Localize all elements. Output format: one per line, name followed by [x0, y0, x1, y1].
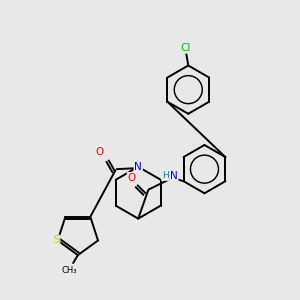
- Text: H: H: [162, 171, 168, 180]
- Text: O: O: [96, 147, 104, 157]
- Text: S: S: [53, 236, 59, 245]
- Text: Cl: Cl: [181, 43, 191, 53]
- Text: CH₃: CH₃: [62, 266, 77, 275]
- Text: O: O: [128, 173, 136, 183]
- Text: N: N: [170, 171, 178, 181]
- Text: N: N: [134, 162, 142, 172]
